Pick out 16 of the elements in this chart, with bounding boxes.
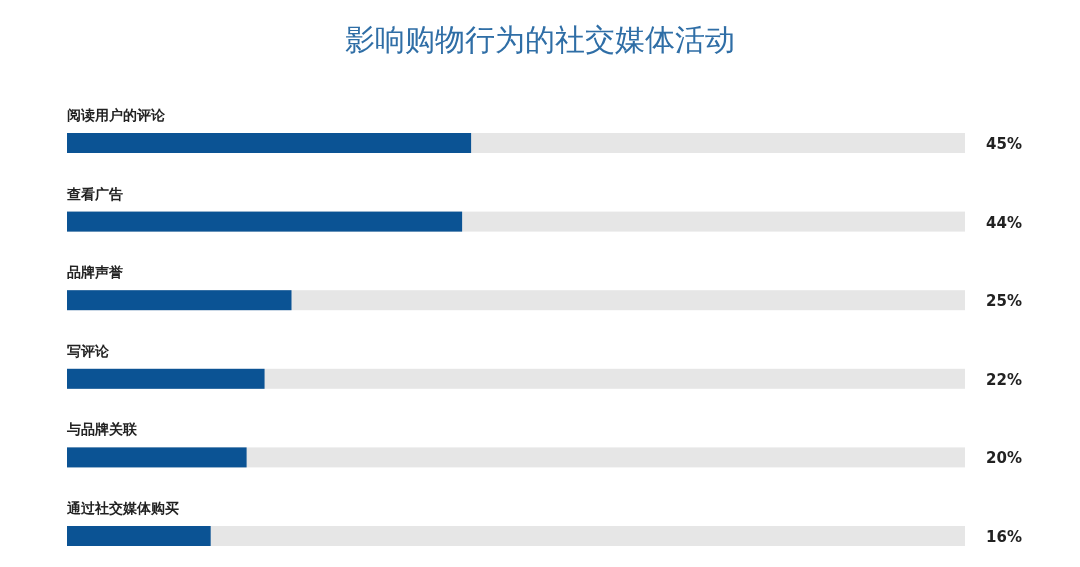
chart-title: 影响购物行为的社交媒体活动 <box>345 22 735 57</box>
bar <box>67 447 247 468</box>
data-label: 25% <box>986 292 1022 311</box>
data-label: 44% <box>986 213 1022 232</box>
bar <box>67 526 211 546</box>
y-tick-label: 阅读用户的评论 <box>67 107 166 123</box>
y-tick-label: 品牌声誉 <box>67 264 123 281</box>
data-label: 16% <box>986 528 1022 546</box>
data-label: 20% <box>986 449 1022 468</box>
bar <box>67 368 265 389</box>
y-tick-label: 写评论 <box>67 342 110 359</box>
y-tick-label: 通过社交媒体购买 <box>66 500 179 516</box>
y-tick-label: 与品牌关联 <box>66 421 138 438</box>
y-tick-label: 查看广告 <box>66 185 123 202</box>
data-label: 22% <box>986 370 1022 389</box>
data-label: 45% <box>986 135 1022 153</box>
